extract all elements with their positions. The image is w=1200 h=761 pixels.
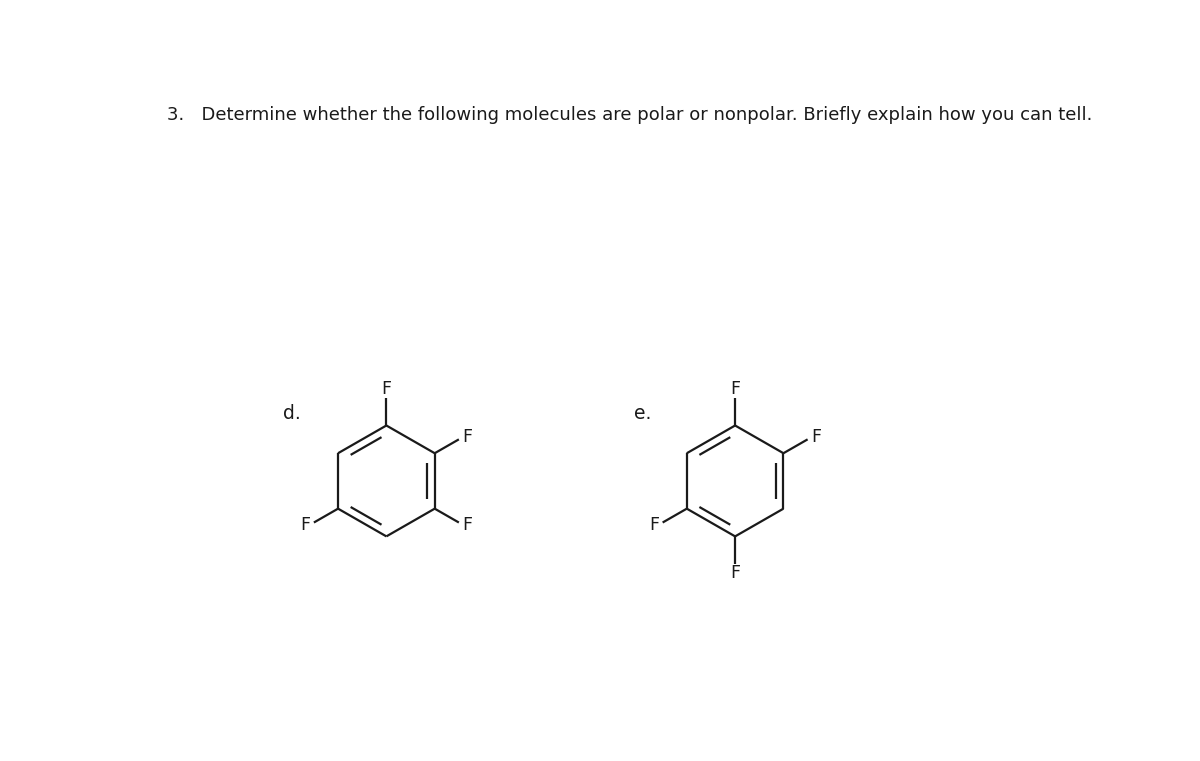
Text: e.: e.: [635, 404, 652, 423]
Text: F: F: [730, 564, 740, 581]
Text: d.: d.: [283, 404, 301, 423]
Text: F: F: [462, 428, 473, 446]
Text: F: F: [382, 380, 391, 398]
Text: F: F: [730, 380, 740, 398]
Text: F: F: [649, 516, 659, 534]
Text: F: F: [811, 428, 821, 446]
Text: F: F: [462, 516, 473, 534]
Text: 3.   Determine whether the following molecules are polar or nonpolar. Briefly ex: 3. Determine whether the following molec…: [167, 106, 1092, 124]
Text: F: F: [300, 516, 311, 534]
